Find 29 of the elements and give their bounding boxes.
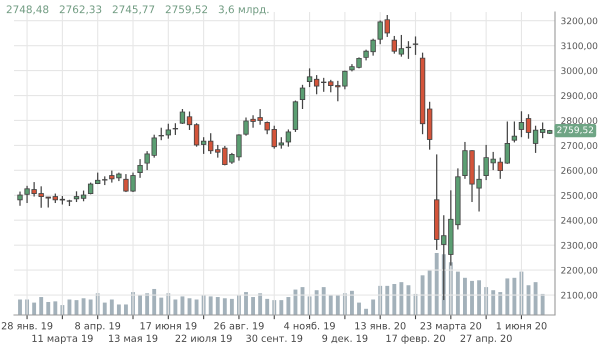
x-tick-label: 27 апр. 20 — [460, 334, 512, 344]
y-tick-label: 2200,00 — [561, 266, 598, 275]
y-tick-label: 2300,00 — [561, 242, 598, 250]
x-tick-label: 11 марта 19 — [32, 334, 93, 344]
x-tick-label: 28 янв. 19 — [2, 322, 52, 330]
y-tick-label: 3200,00 — [561, 17, 598, 26]
text: 2759,52 — [557, 126, 594, 134]
x-tick-label: 22 июля 19 — [176, 334, 232, 342]
x-tick-label: 17 июня 19 — [140, 322, 196, 330]
x-tick-label: 13 янв. 20 — [355, 322, 406, 330]
x-tick-label: 1 июня 20 — [496, 322, 547, 330]
y-tick-label: 2900,00 — [561, 92, 598, 100]
y-tick-label: 3000,00 — [561, 67, 598, 76]
x-tick-label: 13 мая 19 — [109, 334, 158, 342]
y-tick-label: 2700,00 — [561, 142, 598, 150]
y-tick-label: 2100,00 — [561, 292, 598, 300]
x-tick-label: 26 авг. 19 — [214, 322, 264, 330]
x-tick-label: 8 апр. 19 — [75, 322, 120, 332]
x-tick-label: 9 дек. 19 — [322, 334, 368, 344]
chart-subtitle: 2748,48 2762,33 2745,77 2759,52 3,6 млрд. — [6, 5, 268, 16]
y-tick-label: 2800,00 — [561, 117, 598, 125]
x-tick-label: 23 марта 20 — [420, 322, 482, 332]
x-tick-label: 4 нояб. 19 — [284, 322, 335, 330]
x-tick-label: 17 февр. 20 — [386, 334, 445, 344]
y-tick-label: 2400,00 — [561, 216, 598, 225]
y-tick-label: 3100,00 — [561, 42, 598, 50]
y-tick-label: 2500,00 — [561, 192, 598, 200]
y-tick-label: 2600,00 — [561, 167, 598, 175]
x-tick-label: 30 сент. 19 — [246, 334, 302, 342]
